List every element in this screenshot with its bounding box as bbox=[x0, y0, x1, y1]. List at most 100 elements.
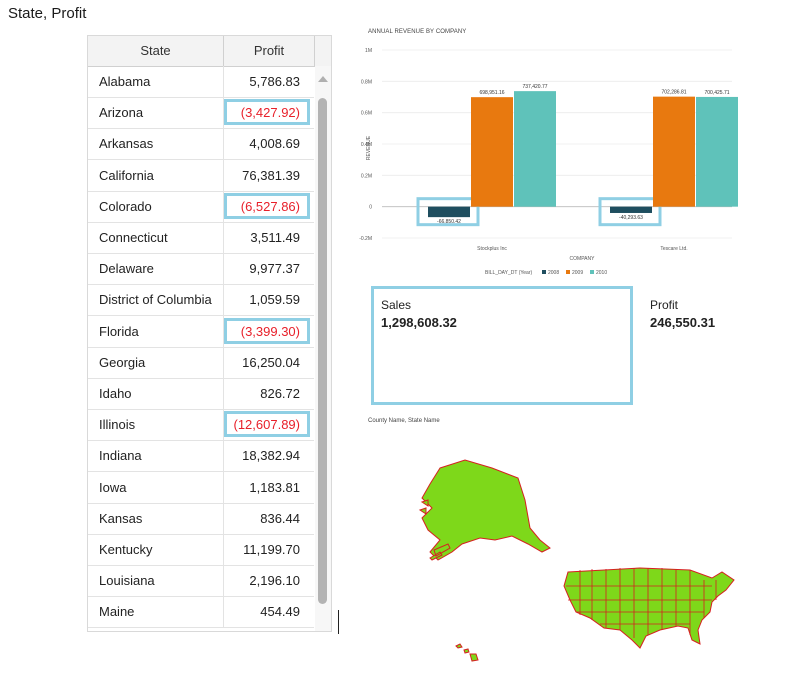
profit-cell: 5,786.83 bbox=[249, 74, 300, 89]
legend-label: 2010 bbox=[596, 270, 607, 276]
table-row[interactable]: Arizona (3,427.92) bbox=[88, 97, 314, 130]
bar-2009-0[interactable] bbox=[471, 97, 513, 207]
map-state-borders bbox=[566, 568, 717, 638]
column-divider bbox=[223, 502, 224, 534]
state-cell: Illinois bbox=[99, 417, 136, 433]
table-row[interactable]: Kentucky 11,199.70 bbox=[88, 534, 314, 566]
y-tick-label: -0.2M bbox=[359, 236, 372, 242]
map-region-alaska-islands[interactable] bbox=[418, 499, 451, 561]
state-cell: Indiana bbox=[99, 448, 142, 464]
profit-cell: 2,196.10 bbox=[249, 573, 300, 589]
us-state-map[interactable] bbox=[400, 440, 745, 665]
profit-kpi-value: 246,550.31 bbox=[650, 315, 716, 330]
state-cell: Maine bbox=[99, 604, 135, 620]
map-title: County Name, State Name bbox=[368, 418, 440, 424]
column-divider bbox=[223, 315, 224, 347]
table-row[interactable]: Alabama 5,786.83 bbox=[88, 66, 314, 98]
bar-data-label: 700,425.71 bbox=[704, 90, 729, 96]
table-row[interactable]: Illinois (12,607.89) bbox=[88, 409, 314, 442]
table-row[interactable]: California 76,381.39 bbox=[88, 159, 314, 192]
column-divider bbox=[223, 534, 224, 565]
profit-cell: (3,427.92) bbox=[240, 105, 300, 121]
bar-2008-1[interactable] bbox=[610, 206, 652, 213]
table-row[interactable]: Colorado (6,527.86) bbox=[88, 190, 314, 223]
x-tick-label: Tescare Ltd. bbox=[660, 246, 687, 252]
profit-cell: (3,399.30) bbox=[240, 323, 300, 339]
scroll-up-arrow-icon[interactable] bbox=[318, 76, 328, 82]
column-divider bbox=[223, 97, 224, 129]
state-cell: California bbox=[99, 167, 154, 183]
x-tick-label: Stockplus Inc bbox=[477, 246, 507, 252]
text-cursor bbox=[338, 610, 339, 634]
column-divider bbox=[223, 409, 224, 441]
bar-2008-0[interactable] bbox=[428, 206, 470, 218]
table-row[interactable]: Arkansas 4,008.69 bbox=[88, 128, 314, 161]
state-cell: Connecticut bbox=[99, 230, 168, 245]
column-divider bbox=[223, 159, 224, 191]
table-row[interactable]: Louisiana 2,196.10 bbox=[88, 565, 314, 598]
table-row[interactable]: Kansas 836.44 bbox=[88, 502, 314, 535]
state-cell: Kansas bbox=[99, 510, 143, 526]
state-cell: Alabama bbox=[99, 74, 151, 89]
sales-kpi-highlight[interactable] bbox=[371, 286, 633, 405]
y-tick-label: 0.2M bbox=[361, 173, 372, 179]
profit-cell: 11,199.70 bbox=[243, 542, 300, 557]
profit-cell: (6,527.86) bbox=[240, 198, 300, 214]
legend-label: 2008 bbox=[548, 270, 559, 276]
state-cell: Georgia bbox=[99, 354, 146, 370]
profit-cell: 836.44 bbox=[260, 510, 300, 526]
y-tick-label: 1M bbox=[365, 48, 372, 54]
bar-2009-1[interactable] bbox=[653, 96, 695, 207]
profit-cell: 4,008.69 bbox=[249, 136, 300, 152]
column-divider bbox=[223, 284, 224, 316]
table-row[interactable]: Iowa 1,183.81 bbox=[88, 471, 314, 504]
map-region-hawaii[interactable] bbox=[455, 643, 479, 662]
table-row[interactable]: Florida (3,399.30) bbox=[88, 315, 314, 348]
state-profit-table: State Profit Alabama 5,786.83 Arizona (3,42… bbox=[87, 35, 332, 632]
column-divider bbox=[223, 440, 224, 472]
state-cell: Louisiana bbox=[99, 573, 155, 589]
legend-swatch-2008 bbox=[542, 270, 546, 274]
vertical-scrollbar-thumb[interactable] bbox=[318, 98, 327, 604]
map-region-contiguous-us[interactable] bbox=[563, 567, 735, 649]
bar-data-label: -66,850.42 bbox=[437, 219, 461, 225]
profit-cell: 76,381.39 bbox=[242, 167, 300, 183]
table-row[interactable]: Connecticut 3,511.49 bbox=[88, 222, 314, 254]
table-row[interactable]: Indiana 18,382.94 bbox=[88, 440, 314, 473]
table-row[interactable]: District of Columbia 1,059.59 bbox=[88, 284, 314, 317]
table-row[interactable]: Maine 454.49 bbox=[88, 596, 314, 629]
column-divider bbox=[223, 378, 224, 409]
section-title: State, Profit bbox=[8, 5, 87, 22]
x-axis-label: COMPANY bbox=[570, 256, 596, 262]
negative-bar-highlight bbox=[598, 197, 662, 227]
state-cell: Colorado bbox=[99, 198, 152, 214]
bar-2010-1[interactable] bbox=[696, 96, 738, 207]
bar-2010-0[interactable] bbox=[514, 91, 556, 207]
table-row[interactable]: Delaware 9,977.37 bbox=[88, 253, 314, 286]
state-cell: Delaware bbox=[99, 261, 154, 277]
profit-cell: 18,382.94 bbox=[242, 448, 300, 464]
column-header-state[interactable]: State bbox=[88, 36, 224, 66]
column-divider bbox=[223, 222, 224, 253]
negative-profit-highlight bbox=[224, 411, 310, 438]
table-row[interactable]: Georgia 16,250.04 bbox=[88, 346, 314, 379]
chart-title: ANNUAL REVENUE BY COMPANY bbox=[368, 29, 467, 35]
legend-title: BILL_DAY_DT (Year) bbox=[485, 270, 532, 276]
legend-label: 2009 bbox=[572, 270, 583, 276]
column-divider bbox=[223, 66, 224, 97]
bar-data-label: 702,286.81 bbox=[661, 90, 686, 96]
map-region-alaska[interactable] bbox=[421, 459, 551, 561]
state-cell: Kentucky bbox=[99, 542, 153, 557]
table-row[interactable]: Idaho 826.72 bbox=[88, 378, 314, 410]
column-header-profit[interactable]: Profit bbox=[224, 36, 315, 66]
bar-data-label: 698,951.16 bbox=[479, 90, 504, 96]
sales-kpi-value: 1,298,608.32 bbox=[381, 315, 457, 330]
negative-profit-highlight bbox=[224, 99, 310, 126]
sales-kpi-label: Sales bbox=[381, 298, 412, 312]
negative-bar-highlight bbox=[416, 197, 480, 227]
column-divider bbox=[223, 346, 224, 378]
legend-swatch-2010 bbox=[590, 270, 594, 274]
legend-swatch-2009 bbox=[566, 270, 570, 274]
column-divider bbox=[223, 128, 224, 160]
profit-cell: 3,511.49 bbox=[250, 230, 300, 245]
